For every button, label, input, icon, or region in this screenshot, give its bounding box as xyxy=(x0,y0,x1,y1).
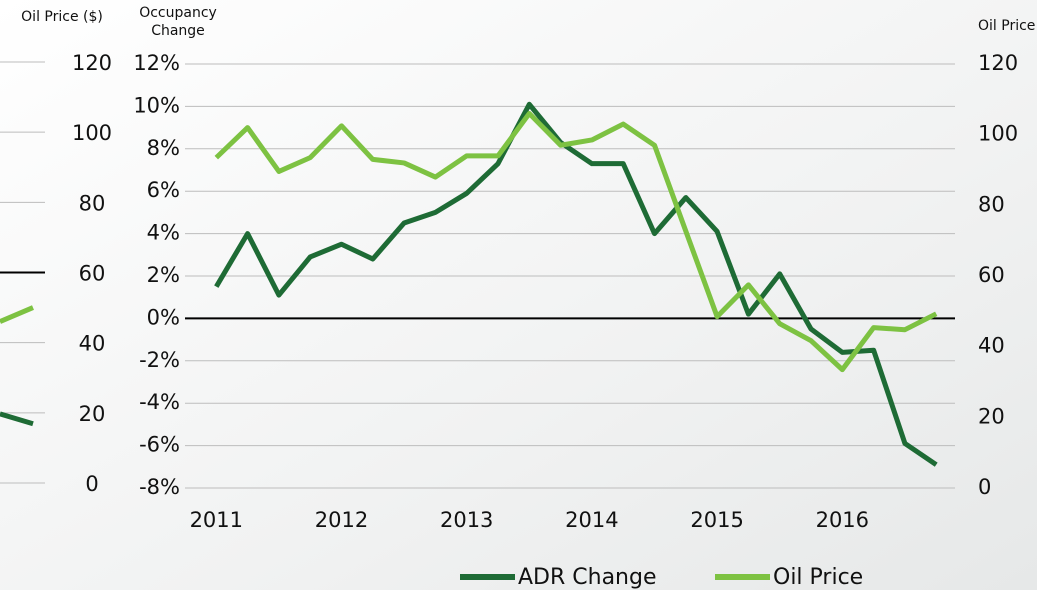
y2-tick-label: 0 xyxy=(978,475,991,499)
y-tick-label: 80 xyxy=(79,191,106,215)
y-tick-label: 60 xyxy=(79,262,106,286)
y-axis-label: Occupancy Change xyxy=(139,5,217,39)
x-tick-label: 2013 xyxy=(440,508,493,532)
line-series xyxy=(0,411,34,427)
y-tick-label: 10% xyxy=(133,93,180,117)
y-tick-label: 8% xyxy=(147,136,180,160)
y-tick-label: 20 xyxy=(79,402,106,426)
y2-tick-label: 100 xyxy=(978,122,1018,146)
line-series xyxy=(214,110,938,373)
y-tick-label: 2% xyxy=(147,263,180,287)
y2-axis-label: Oil Price ($) xyxy=(978,18,1037,34)
y2-tick-label: 120 xyxy=(978,51,1018,75)
x-tick-label: 2014 xyxy=(565,508,618,532)
y-tick-label: -6% xyxy=(139,433,180,457)
y-tick-label: 120 xyxy=(72,51,112,75)
line-series xyxy=(214,101,938,467)
y2-tick-label: 40 xyxy=(978,334,1005,358)
y-tick-label: -4% xyxy=(139,390,180,414)
y-tick-label: -8% xyxy=(139,475,180,499)
legend-label: ADR Change xyxy=(518,565,657,590)
left-chart-axis-label: Oil Price ($) xyxy=(21,9,103,25)
y-tick-label: 12% xyxy=(133,51,180,75)
y2-tick-label: 80 xyxy=(978,192,1005,216)
y2-tick-label: 60 xyxy=(978,263,1005,287)
y-tick-label: 0% xyxy=(147,305,180,329)
x-tick-label: 2015 xyxy=(690,508,743,532)
y-tick-label: 40 xyxy=(79,332,106,356)
y2-tick-label: 20 xyxy=(978,404,1005,428)
x-tick-label: 2012 xyxy=(315,508,368,532)
y-axis-label-box: Occupancy Change xyxy=(139,5,217,39)
y-tick-label: -2% xyxy=(139,348,180,372)
y-tick-label: 100 xyxy=(72,121,112,145)
y-tick-label: 6% xyxy=(147,178,180,202)
y-tick-label: 0 xyxy=(85,472,98,496)
x-tick-label: 2011 xyxy=(190,508,243,532)
x-tick-label: 2016 xyxy=(816,508,869,532)
y-tick-label: 4% xyxy=(147,221,180,245)
legend-label: Oil Price xyxy=(773,565,863,590)
line-series xyxy=(0,305,34,324)
